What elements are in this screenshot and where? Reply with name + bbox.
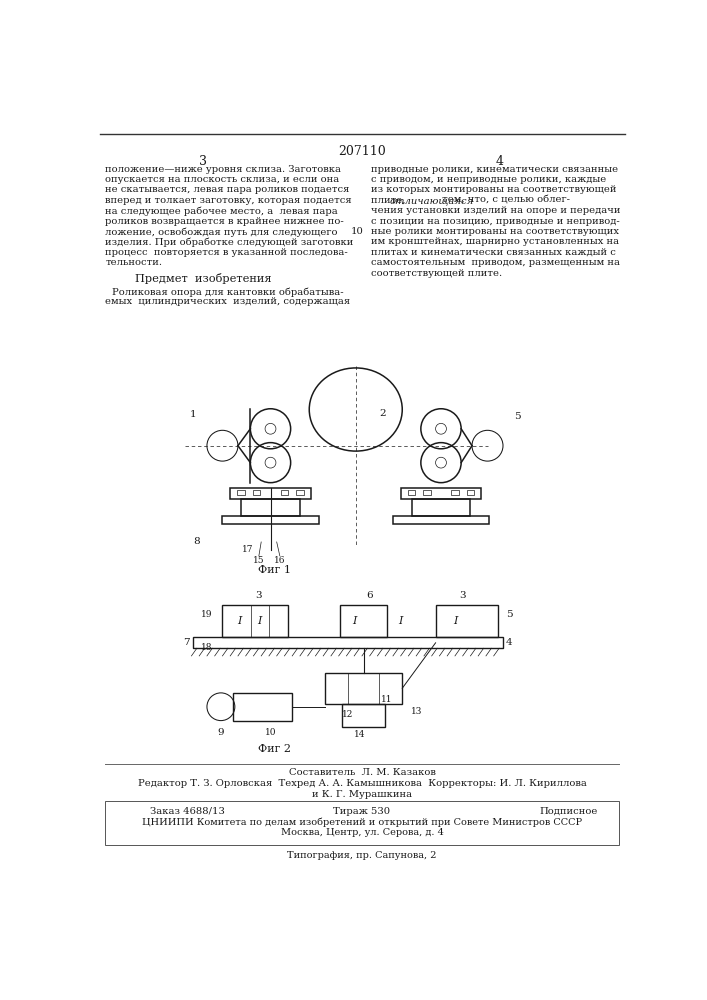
Text: 5: 5 [514,412,520,421]
Text: изделия. При обработке следующей заготовки: изделия. При обработке следующей заготов… [105,237,354,247]
Text: 19: 19 [201,610,213,619]
Text: 3: 3 [460,591,466,600]
Text: 2: 2 [380,409,386,418]
Text: не скатывается, левая пара роликов подается: не скатывается, левая пара роликов подае… [105,185,350,194]
Text: положение—ниже уровня склиза. Заготовка: положение—ниже уровня склиза. Заготовка [105,165,341,174]
Text: вперед и толкает заготовку, которая подается: вперед и толкает заготовку, которая пода… [105,196,352,205]
Bar [252,490,260,495]
Text: I: I [257,615,261,626]
Text: 3: 3 [255,591,262,600]
Bar [223,516,319,524]
Text: 1: 1 [189,410,197,419]
Text: 11: 11 [381,695,392,704]
Text: роликов возвращается в крайнее нижнее по-: роликов возвращается в крайнее нижнее по… [105,217,344,226]
Text: самостоятельным  приводом, размещенным на: самостоятельным приводом, размещенным на [371,258,620,267]
Text: 10: 10 [351,227,363,236]
Text: 8: 8 [194,537,200,546]
Text: I: I [352,615,356,626]
Text: 15: 15 [253,556,264,565]
Bar [237,490,245,495]
Text: чения установки изделий на опоре и передачи: чения установки изделий на опоре и перед… [371,206,621,215]
Text: им кронштейнах, шарнирно установленных на: им кронштейнах, шарнирно установленных н… [371,237,619,246]
Bar [230,488,311,499]
Text: плите,: плите, [371,196,409,205]
Text: I: I [238,615,242,626]
Text: 12: 12 [342,710,354,719]
Text: тельности.: тельности. [105,258,163,267]
Text: соответствующей плите.: соответствующей плите. [371,269,503,278]
Text: 207110: 207110 [338,145,386,158]
Text: Фиг 2: Фиг 2 [258,744,291,754]
Text: 3: 3 [199,155,207,168]
Text: I: I [452,615,457,626]
Text: 18: 18 [201,643,213,652]
Bar [467,490,474,495]
Text: Предмет  изобретения: Предмет изобретения [135,273,271,284]
Text: ЦНИИПИ Комитета по делам изобретений и открытий при Совете Министров СССР: ЦНИИПИ Комитета по делам изобретений и о… [142,818,582,827]
Text: Подписное: Подписное [539,807,598,816]
Text: отличающаяся: отличающаяся [390,196,474,205]
Text: процесс  повторяется в указанной последова-: процесс повторяется в указанной последов… [105,248,348,257]
Bar [401,488,481,499]
Bar [296,490,304,495]
Text: Тираж 530: Тираж 530 [334,807,390,816]
Text: опускается на плоскость склиза, и если она: опускается на плоскость склиза, и если о… [105,175,339,184]
Text: тем, что, с целью облег-: тем, что, с целью облег- [438,196,570,205]
Bar [241,499,300,516]
Bar [340,605,387,637]
Text: 4: 4 [506,638,513,647]
Text: 4: 4 [495,155,503,168]
Text: плитах и кинематически связанных каждый с: плитах и кинематически связанных каждый … [371,248,616,257]
Text: и К. Г. Мурашкина: и К. Г. Мурашкина [312,790,412,799]
Bar [193,637,503,648]
Text: ложение, освобождая путь для следующего: ложение, освобождая путь для следующего [105,227,338,237]
Text: с приводом, и неприводные ролики, каждые: с приводом, и неприводные ролики, каждые [371,175,607,184]
Bar [325,673,402,704]
Text: Москва, Центр, ул. Серова, д. 4: Москва, Центр, ул. Серова, д. 4 [281,828,443,837]
Bar [408,490,416,495]
Text: Редактор Т. З. Орловская  Техред А. А. Камышникова  Корректоры: И. Л. Кириллова: Редактор Т. З. Орловская Техред А. А. Ка… [138,779,586,788]
Text: 9: 9 [218,728,224,737]
Text: приводные ролики, кинематически связанные: приводные ролики, кинематически связанны… [371,165,619,174]
Bar [411,499,470,516]
Text: 7: 7 [184,638,190,647]
Bar [393,516,489,524]
Text: ные ролики монтированы на соответствующих: ные ролики монтированы на соответствующи… [371,227,619,236]
Text: I: I [399,615,403,626]
Text: 5: 5 [506,610,513,619]
Bar [423,490,431,495]
Text: на следующее рабочее место, а  левая пара: на следующее рабочее место, а левая пара [105,206,338,216]
Text: 14: 14 [354,730,366,739]
Bar [223,605,288,637]
Text: Роликовая опора для кантовки обрабатыва-: Роликовая опора для кантовки обрабатыва- [112,287,344,297]
Bar [233,693,292,721]
Text: 6: 6 [366,591,373,600]
Bar [451,490,459,495]
Text: Составитель  Л. М. Казаков: Составитель Л. М. Казаков [288,768,436,777]
Text: 17: 17 [242,545,253,554]
Text: из которых монтированы на соответствующей: из которых монтированы на соответствующе… [371,185,617,194]
Bar [436,605,498,637]
Bar [281,490,288,495]
Text: Типография, пр. Сапунова, 2: Типография, пр. Сапунова, 2 [287,852,437,860]
Text: Фиг 1: Фиг 1 [258,565,291,575]
Text: 10: 10 [264,728,276,737]
Text: 16: 16 [274,556,286,565]
Bar [341,704,385,727]
Text: емых  цилиндрических  изделий, содержащая: емых цилиндрических изделий, содержащая [105,297,351,306]
Text: 13: 13 [411,707,422,716]
Text: Заказ 4688/13: Заказ 4688/13 [151,807,226,816]
Bar [105,801,619,845]
Text: с позиции на позицию, приводные и непривод-: с позиции на позицию, приводные и неприв… [371,217,620,226]
